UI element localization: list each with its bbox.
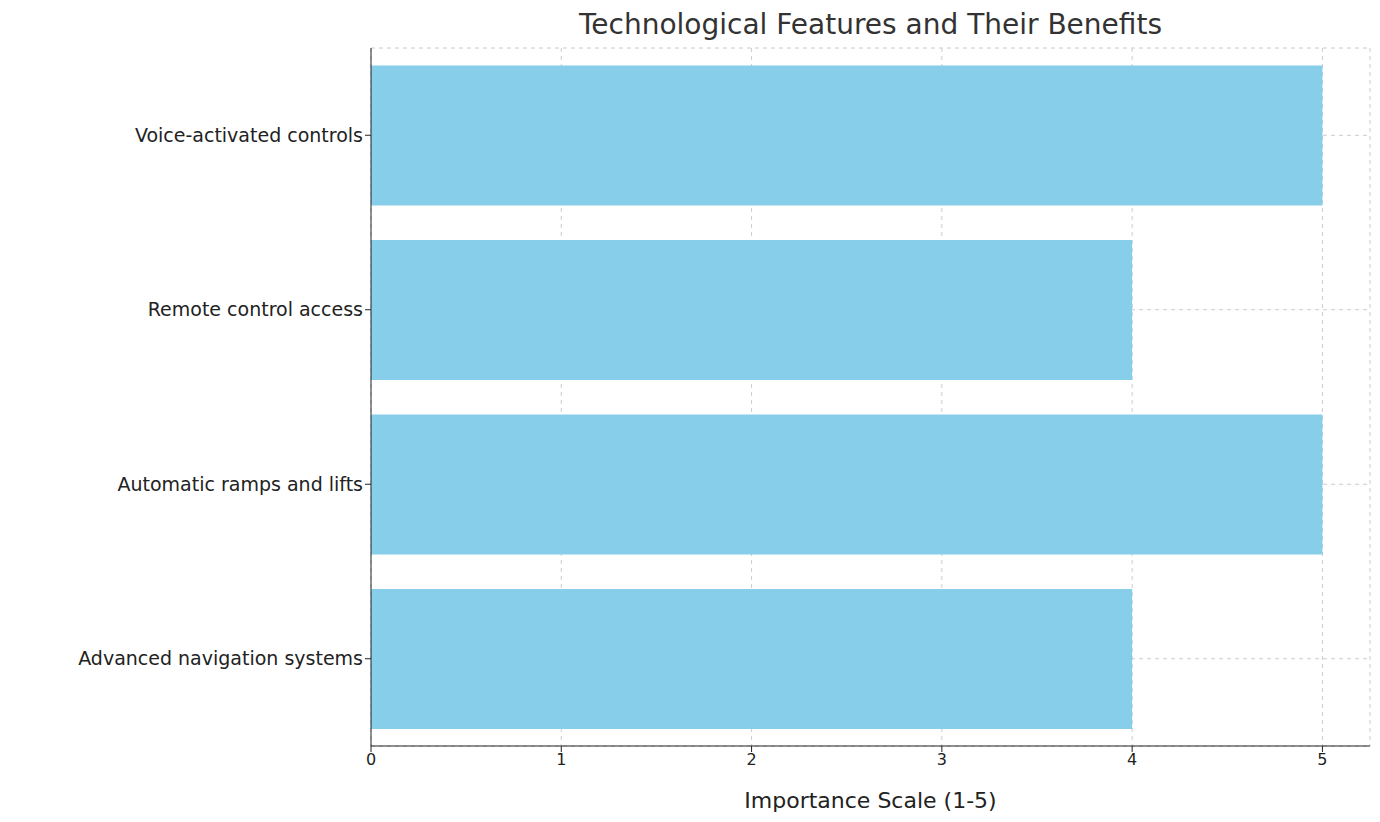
svg-text:Automatic ramps and lifts: Automatic ramps and lifts	[118, 473, 364, 495]
html-text:Technological Features and The: Technological Features and Their Benefit…	[579, 8, 1162, 41]
svg-text:Importance Scale (1-5): Importance Scale (1-5)	[744, 788, 996, 813]
svg-text:1: 1	[556, 750, 566, 769]
svg-text:Voice-activated controls: Voice-activated controls	[135, 124, 363, 146]
svg-text:4: 4	[1127, 750, 1137, 769]
svg-text:Remote control access: Remote control access	[148, 298, 363, 320]
svg-text:Advanced navigation systems: Advanced navigation systems	[78, 647, 363, 669]
svg-text:0: 0	[366, 750, 376, 769]
svg-text:5: 5	[1317, 750, 1327, 769]
svg-text:3: 3	[937, 750, 947, 769]
svg-text:2: 2	[746, 750, 756, 769]
